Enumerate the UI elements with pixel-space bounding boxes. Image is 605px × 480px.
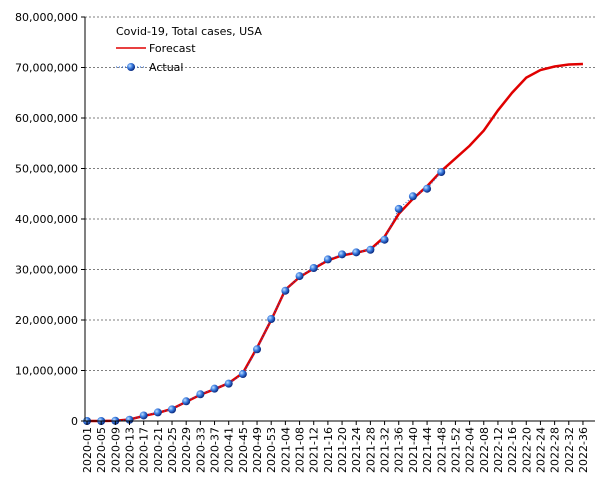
x-tick-label: 2020-29 bbox=[180, 427, 193, 473]
x-tick-label: 2020-25 bbox=[166, 427, 179, 473]
actual-point bbox=[267, 314, 276, 323]
x-tick-label: 2021-32 bbox=[379, 427, 392, 473]
y-tick-label: 30,000,000 bbox=[15, 264, 78, 277]
actual-point bbox=[352, 248, 361, 257]
actual-point bbox=[196, 390, 205, 399]
grid bbox=[85, 16, 595, 371]
x-tick-label: 2021-16 bbox=[322, 427, 335, 473]
x-tick-label: 2020-33 bbox=[194, 427, 207, 473]
y-tick-label: 70,000,000 bbox=[15, 62, 78, 75]
y-tick-label: 20,000,000 bbox=[15, 314, 78, 327]
forecast-line bbox=[87, 62, 583, 423]
actual-point bbox=[168, 405, 177, 414]
actual-point bbox=[295, 272, 304, 281]
x-tick-label: 2021-04 bbox=[279, 427, 292, 473]
x-tick-label: 2022-28 bbox=[549, 427, 562, 473]
legend-marker bbox=[127, 63, 135, 71]
x-tick-label: 2021-28 bbox=[364, 427, 377, 473]
actual-line bbox=[87, 171, 442, 422]
actual-point bbox=[309, 263, 318, 272]
actual-point bbox=[253, 345, 262, 354]
x-tick-label: 2022-36 bbox=[577, 427, 590, 473]
y-tick-label: 40,000,000 bbox=[15, 213, 78, 226]
x-tick-label: 2022-12 bbox=[492, 427, 505, 473]
x-tick-label: 2020-17 bbox=[138, 427, 151, 473]
actual-point bbox=[224, 379, 233, 388]
x-tick-label: 2021-44 bbox=[421, 427, 434, 473]
x-tick-label: 2020-13 bbox=[124, 427, 137, 473]
actual-point bbox=[281, 286, 290, 295]
x-tick-label: 2021-08 bbox=[294, 427, 307, 473]
x-tick-label: 2022-24 bbox=[534, 427, 547, 473]
x-tick-label: 2020-53 bbox=[265, 427, 278, 473]
actual-point bbox=[182, 397, 191, 406]
actual-point bbox=[153, 408, 162, 417]
x-tick-label: 2020-41 bbox=[223, 427, 236, 473]
x-tick-label: 2022-32 bbox=[563, 427, 576, 473]
actual-point bbox=[408, 192, 417, 201]
actual-point bbox=[366, 245, 375, 254]
x-tick-label: 2020-37 bbox=[209, 427, 222, 473]
actual-point bbox=[437, 168, 446, 177]
actual-point bbox=[338, 250, 347, 259]
y-tick-label: 80,000,000 bbox=[15, 11, 78, 24]
actual-point bbox=[238, 370, 247, 379]
legend-title: Covid-19, Total cases, USA bbox=[116, 25, 262, 38]
actual-point bbox=[139, 411, 148, 420]
y-tick-label: 0 bbox=[71, 415, 78, 428]
x-tick-label: 2020-05 bbox=[95, 427, 108, 473]
actual-point bbox=[394, 204, 403, 213]
x-tick-label: 2021-24 bbox=[350, 427, 363, 473]
y-tick-label: 10,000,000 bbox=[15, 365, 78, 378]
x-tick-label: 2021-36 bbox=[393, 427, 406, 473]
plot bbox=[83, 62, 583, 425]
x-tick-label: 2022-16 bbox=[506, 427, 519, 473]
actual-point bbox=[323, 255, 332, 264]
actual-point bbox=[423, 184, 432, 193]
x-tick-label: 2021-40 bbox=[407, 427, 420, 473]
actual-point bbox=[125, 415, 134, 424]
x-tick-label: 2021-12 bbox=[308, 427, 321, 473]
x-tick-label: 2021-48 bbox=[435, 427, 448, 473]
x-tick-label: 2022-08 bbox=[478, 427, 491, 473]
x-tick-label: 2022-20 bbox=[520, 427, 533, 473]
x-tick-label: 2020-49 bbox=[251, 427, 264, 473]
y-tick-label: 50,000,000 bbox=[15, 163, 78, 176]
x-tick-label: 2020-09 bbox=[109, 427, 122, 473]
legend: Forecast Actual bbox=[116, 42, 196, 74]
legend-label: Forecast bbox=[149, 42, 196, 55]
x-tick-label: 2020-45 bbox=[237, 427, 250, 473]
actual-point bbox=[380, 235, 389, 244]
x-tick-label: 2021-20 bbox=[336, 427, 349, 473]
y-tick-label: 60,000,000 bbox=[15, 112, 78, 125]
x-tick-label: 2020-21 bbox=[152, 427, 165, 473]
actual-point bbox=[210, 384, 219, 393]
x-tick-label: 2020-01 bbox=[81, 427, 94, 473]
x-tick-label: 2021-52 bbox=[449, 427, 462, 473]
x-tick-label: 2022-04 bbox=[464, 427, 477, 473]
legend-label: Actual bbox=[149, 61, 183, 74]
